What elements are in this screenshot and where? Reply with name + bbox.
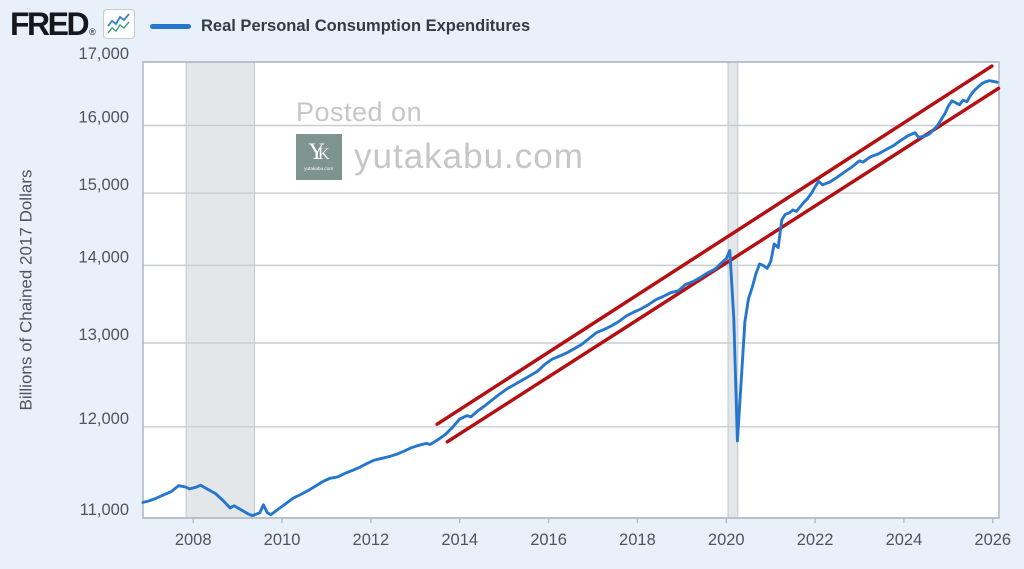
x-tick-label: 2024: [886, 531, 923, 549]
y-tick-label: 11,000: [80, 501, 129, 519]
legend-line-swatch: [150, 24, 191, 29]
watermark-site-text: yutakabu.com: [354, 137, 584, 176]
trend-channel-line: [435, 64, 994, 426]
x-tick-label: 2016: [530, 531, 567, 549]
x-tick-label: 2008: [175, 531, 212, 549]
x-tick-label: 2014: [441, 531, 478, 549]
yutakabu-icon-caption: yutakabu.com: [304, 166, 334, 172]
y-tick-label: 14,000: [79, 248, 129, 266]
fred-logo: FRED ®: [10, 7, 135, 41]
trend-channel-line: [445, 86, 1001, 444]
watermark: Posted on YK yutakabu.com yutakabu.com: [296, 97, 584, 180]
recession-bar: [186, 62, 255, 518]
fred-sparkline-icon: [102, 9, 135, 39]
x-tick-label: 2012: [353, 531, 390, 549]
fred-logo-text: FRED: [10, 6, 90, 42]
registered-trademark-symbol: ®: [89, 27, 96, 37]
y-tick-label: 17,000: [79, 45, 129, 63]
yutakabu-logo-icon: YK yutakabu.com: [296, 134, 342, 180]
y-tick-label: 12,000: [79, 410, 129, 428]
yutakabu-monogram: YK: [308, 139, 330, 164]
x-tick-label: 2010: [264, 531, 301, 549]
legend-series-label: Real Personal Consumption Expenditures: [201, 17, 531, 35]
y-tick-label: 16,000: [79, 109, 129, 127]
y-tick-label: 15,000: [79, 176, 129, 194]
watermark-posted-on-text: Posted on: [296, 97, 423, 127]
x-tick-label: 2026: [974, 531, 1011, 549]
legend: Real Personal Consumption Expenditures: [150, 17, 530, 36]
x-tick-label: 2018: [619, 531, 656, 549]
series-line: [141, 79, 999, 518]
plot-border: [142, 61, 1000, 519]
plot-background: [143, 62, 999, 518]
x-tick-label: 2020: [708, 531, 745, 549]
y-tick-label: 13,000: [79, 326, 129, 344]
x-tick-label: 2022: [797, 531, 834, 549]
